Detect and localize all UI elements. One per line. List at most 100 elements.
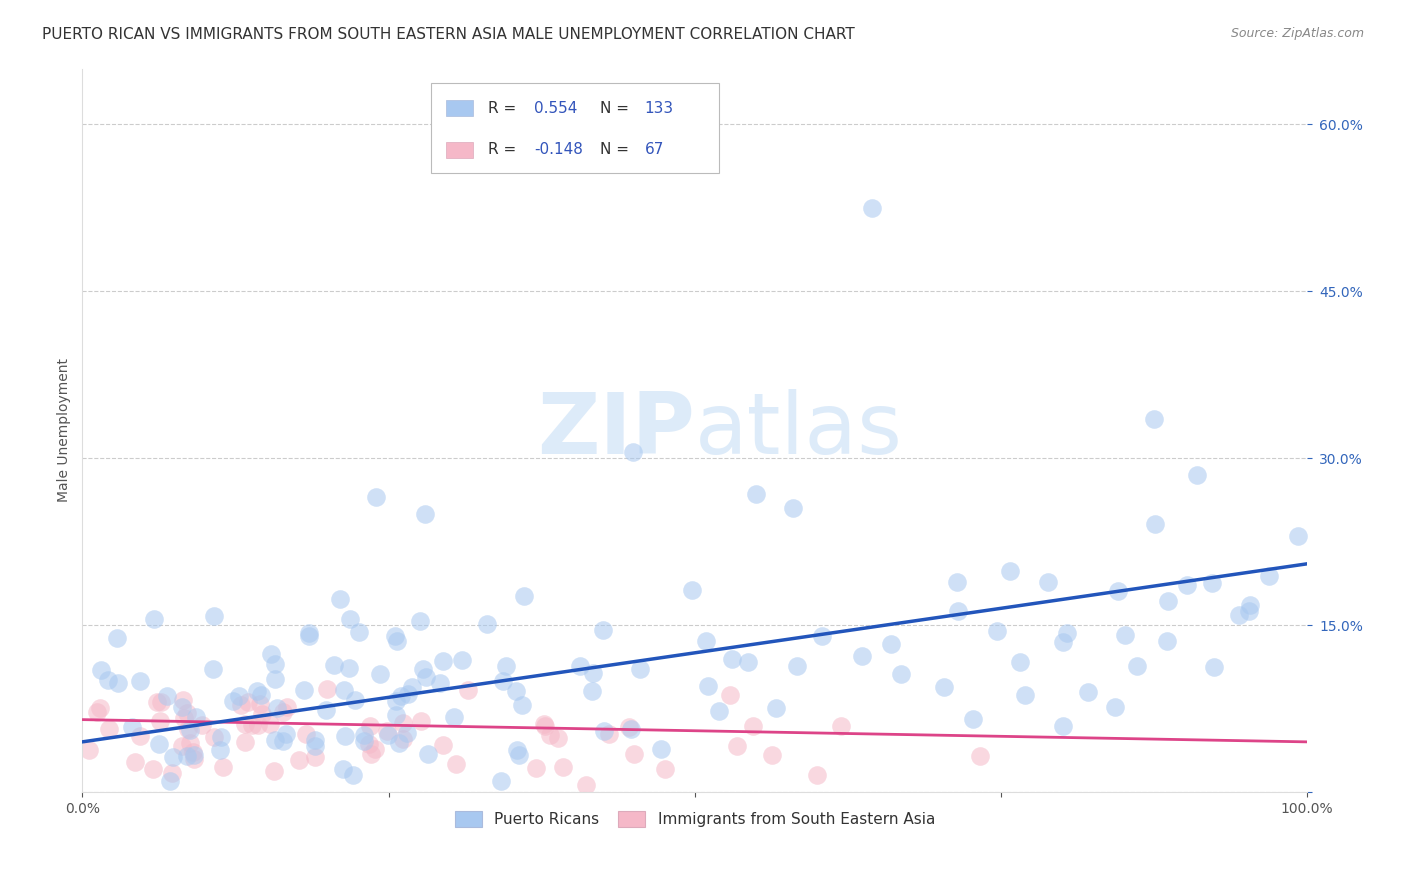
Point bbox=[1156, 634, 1178, 648]
Text: PUERTO RICAN VS IMMIGRANTS FROM SOUTH EASTERN ASIA MALE UNEMPLOYMENT CORRELATION: PUERTO RICAN VS IMMIGRANTS FROM SOUTH EA… bbox=[42, 27, 855, 42]
Point bbox=[575, 778, 598, 792]
Point bbox=[1104, 699, 1126, 714]
Point bbox=[508, 748, 530, 763]
Point bbox=[475, 616, 498, 631]
Point bbox=[177, 723, 200, 737]
Point bbox=[343, 692, 366, 706]
Point bbox=[385, 707, 408, 722]
Point bbox=[146, 695, 169, 709]
Point bbox=[170, 739, 193, 754]
Point bbox=[179, 736, 201, 750]
Point bbox=[162, 765, 184, 780]
Point bbox=[339, 611, 361, 625]
Point bbox=[377, 729, 399, 743]
Point bbox=[271, 734, 294, 748]
Point bbox=[142, 612, 165, 626]
Point bbox=[304, 749, 326, 764]
Point bbox=[323, 658, 346, 673]
Point bbox=[1143, 412, 1166, 426]
Point bbox=[222, 694, 245, 708]
Point bbox=[533, 719, 555, 733]
Point bbox=[388, 736, 411, 750]
Point bbox=[623, 445, 645, 459]
Point bbox=[932, 680, 955, 694]
Point bbox=[860, 201, 883, 215]
Point bbox=[172, 692, 194, 706]
Point bbox=[851, 649, 873, 664]
Point bbox=[1008, 655, 1031, 669]
Point bbox=[1114, 628, 1136, 642]
Point bbox=[183, 752, 205, 766]
Point bbox=[707, 704, 730, 718]
Point bbox=[1056, 626, 1078, 640]
Point bbox=[782, 501, 804, 516]
Point bbox=[492, 673, 515, 688]
Point bbox=[418, 747, 440, 761]
Legend: Puerto Ricans, Immigrants from South Eastern Asia: Puerto Ricans, Immigrants from South Eas… bbox=[447, 804, 942, 835]
Point bbox=[332, 762, 354, 776]
Text: R =: R = bbox=[488, 101, 516, 116]
Point bbox=[186, 710, 208, 724]
Text: 0.554: 0.554 bbox=[534, 101, 578, 116]
Point bbox=[695, 634, 717, 648]
Point bbox=[90, 663, 112, 677]
Point bbox=[212, 760, 235, 774]
Point bbox=[229, 698, 252, 712]
Point bbox=[176, 749, 198, 764]
Point bbox=[880, 637, 903, 651]
Point bbox=[249, 698, 271, 712]
Point bbox=[395, 725, 418, 739]
Point bbox=[333, 729, 356, 743]
Point bbox=[260, 648, 283, 662]
Point bbox=[806, 768, 828, 782]
Point bbox=[304, 739, 326, 753]
Point bbox=[620, 723, 643, 737]
Point bbox=[681, 583, 703, 598]
Point bbox=[443, 709, 465, 723]
Point bbox=[263, 764, 285, 778]
Point bbox=[316, 682, 339, 697]
Point bbox=[105, 631, 128, 645]
Point bbox=[650, 742, 672, 756]
Point bbox=[1175, 578, 1198, 592]
Point bbox=[1239, 599, 1261, 613]
Point bbox=[696, 679, 718, 693]
Point bbox=[233, 735, 256, 749]
Point bbox=[538, 728, 561, 742]
Point bbox=[86, 705, 108, 719]
Point bbox=[946, 604, 969, 618]
Point bbox=[176, 706, 198, 721]
Point bbox=[360, 747, 382, 761]
Point bbox=[233, 717, 256, 731]
Point bbox=[1204, 660, 1226, 674]
Point bbox=[725, 739, 748, 753]
Point bbox=[429, 676, 451, 690]
Point bbox=[159, 773, 181, 788]
Point bbox=[246, 683, 269, 698]
Point bbox=[720, 652, 742, 666]
Point bbox=[156, 689, 179, 703]
Point bbox=[353, 728, 375, 742]
Point bbox=[432, 738, 454, 752]
Point bbox=[1144, 516, 1167, 531]
Text: atlas: atlas bbox=[695, 389, 903, 472]
Point bbox=[413, 507, 436, 521]
Point bbox=[432, 654, 454, 668]
Point bbox=[505, 684, 527, 698]
Point bbox=[247, 718, 270, 732]
Point bbox=[1237, 604, 1260, 618]
Point bbox=[1201, 576, 1223, 591]
Point bbox=[962, 712, 984, 726]
Point bbox=[811, 629, 834, 643]
Point bbox=[890, 666, 912, 681]
Point bbox=[1014, 688, 1036, 702]
Point bbox=[1052, 635, 1074, 649]
Point bbox=[742, 718, 765, 732]
Point bbox=[288, 754, 311, 768]
Point bbox=[264, 672, 287, 686]
Point bbox=[298, 626, 321, 640]
Point bbox=[259, 717, 281, 731]
Point bbox=[77, 743, 100, 757]
Point bbox=[97, 673, 120, 687]
Point bbox=[333, 682, 356, 697]
